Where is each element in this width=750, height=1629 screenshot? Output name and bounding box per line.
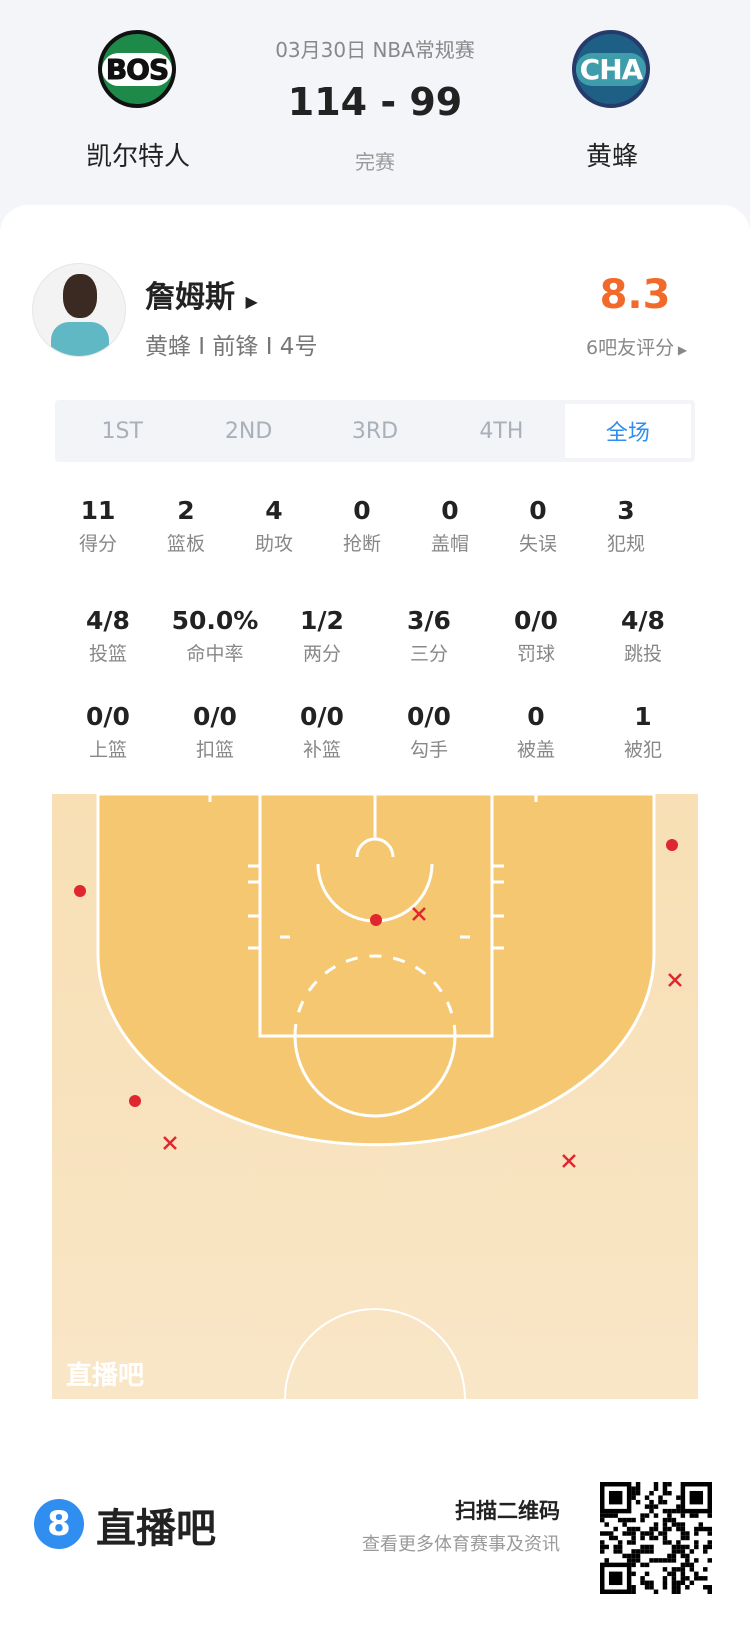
scan-qr-label: 扫描二维码 [455, 1499, 560, 1523]
stat-label: 得分 [78, 533, 117, 555]
shot-missed-marker [562, 1154, 576, 1168]
stat-label: 被犯 [623, 739, 662, 761]
tab-1st[interactable]: 1ST [101, 418, 143, 444]
stat-value: 0 [353, 496, 371, 525]
stat-label: 扣篮 [195, 739, 234, 761]
stat-value: 0/0 [407, 702, 451, 731]
stat-value: 0 [529, 496, 547, 525]
rating-label: 6吧友评分 [586, 337, 675, 359]
stat-value: 0 [441, 496, 459, 525]
stat-value: 0/0 [193, 702, 237, 731]
stat-item: 1 被犯 [588, 702, 698, 762]
player-rating: 8.3 [599, 272, 671, 318]
tab-3rd[interactable]: 3RD [351, 418, 399, 444]
stat-label: 盖帽 [430, 533, 469, 555]
stat-label: 抢断 [342, 533, 381, 555]
stat-value: 50.0% [171, 606, 259, 635]
shot-made-marker [370, 914, 382, 926]
shot-made-marker [129, 1095, 141, 1107]
tab-2nd[interactable]: 2ND [224, 418, 273, 444]
shot-missed-marker [163, 1136, 177, 1150]
stat-item: 1/2 两分 [267, 606, 377, 666]
shot-missed-marker [668, 973, 682, 987]
stat-label: 补篮 [302, 739, 341, 761]
stat-item: 0/0 勾手 [374, 702, 484, 762]
stat-item: 4/8 投篮 [53, 606, 163, 666]
stat-label: 命中率 [186, 643, 244, 665]
tab-4th[interactable]: 4TH [479, 418, 524, 444]
stat-value: 11 [80, 496, 116, 525]
shot-missed-marker [412, 907, 426, 921]
brand-logo-icon: 8 [34, 1499, 84, 1549]
stat-label: 犯规 [606, 533, 645, 555]
stat-value: 0/0 [86, 702, 130, 731]
stat-item: 0 抢断 [307, 496, 417, 556]
stat-value: 4/8 [86, 606, 130, 635]
away-team-logo[interactable]: CHA [572, 30, 650, 108]
stat-item: 4 助攻 [219, 496, 329, 556]
stat-label: 被盖 [516, 739, 555, 761]
stat-value: 2 [177, 496, 195, 525]
stat-label: 勾手 [409, 739, 448, 761]
center-circle [284, 1308, 466, 1399]
stat-label: 篮板 [166, 533, 205, 555]
shot-made-marker [666, 839, 678, 851]
stat-item: 0/0 补篮 [267, 702, 377, 762]
stat-value: 1 [634, 702, 652, 731]
stat-value: 0/0 [300, 702, 344, 731]
home-team-name: 凯尔特人 [85, 142, 190, 172]
player-name-link[interactable]: 詹姆斯 ▶ [145, 272, 258, 316]
shot-made-marker [74, 885, 86, 897]
qr-code-icon[interactable] [600, 1482, 712, 1594]
game-status: 完赛 [355, 150, 395, 174]
brand-name: 直播吧 [96, 1506, 216, 1552]
period-tabs: 1ST 2ND 3RD 4TH 全场 [55, 400, 695, 462]
shot-chart-court: 直播吧 [52, 794, 698, 1399]
rating-link[interactable]: 6吧友评分 ▶ [586, 333, 687, 360]
score: 114 - 99 [287, 80, 463, 124]
home-team-logo[interactable]: BOS [98, 30, 176, 108]
game-date-league: 03月30日 NBA常规赛 [275, 38, 475, 62]
stat-value: 3/6 [407, 606, 451, 635]
stat-item: 0 盖帽 [395, 496, 505, 556]
scan-qr-subtitle: 查看更多体育赛事及资讯 [362, 1534, 560, 1555]
stat-value: 1/2 [300, 606, 344, 635]
stat-item: 4/8 跳投 [588, 606, 698, 666]
hoop [355, 837, 395, 858]
player-avatar[interactable] [32, 263, 126, 357]
stat-item: 0 被盖 [481, 702, 591, 762]
stat-item: 0/0 扣篮 [160, 702, 270, 762]
stat-value: 4 [265, 496, 283, 525]
stat-value: 0/0 [514, 606, 558, 635]
stat-label: 跳投 [623, 643, 662, 665]
stat-item: 11 得分 [43, 496, 153, 556]
stat-label: 罚球 [516, 643, 555, 665]
free-throw-circle [293, 954, 457, 1037]
stat-label: 投篮 [88, 643, 127, 665]
tab-full-game[interactable]: 全场 [564, 404, 692, 458]
stat-item: 3/6 三分 [374, 606, 484, 666]
three-point-area [96, 794, 656, 1147]
stat-value: 0 [527, 702, 545, 731]
stat-value: 3 [617, 496, 635, 525]
stat-label: 两分 [302, 643, 341, 665]
stat-item: 0/0 罚球 [481, 606, 591, 666]
stat-label: 助攻 [254, 533, 293, 555]
stat-item: 0 失误 [483, 496, 593, 556]
caret-right-icon: ▶ [245, 292, 258, 311]
caret-right-icon: ▶ [674, 343, 688, 357]
stat-value: 4/8 [621, 606, 665, 635]
stat-item: 50.0% 命中率 [160, 606, 270, 666]
stat-item: 2 篮板 [131, 496, 241, 556]
player-info: 黄蜂 I 前锋 I 4号 [145, 334, 318, 360]
court-watermark: 直播吧 [66, 1361, 144, 1391]
player-name: 詹姆斯 [145, 280, 235, 315]
away-team-name: 黄蜂 [585, 142, 638, 172]
stat-label: 三分 [409, 643, 448, 665]
stat-item: 0/0 上篮 [53, 702, 163, 762]
stat-label: 失误 [518, 533, 557, 555]
stat-label: 上篮 [88, 739, 127, 761]
stat-item: 3 犯规 [571, 496, 681, 556]
